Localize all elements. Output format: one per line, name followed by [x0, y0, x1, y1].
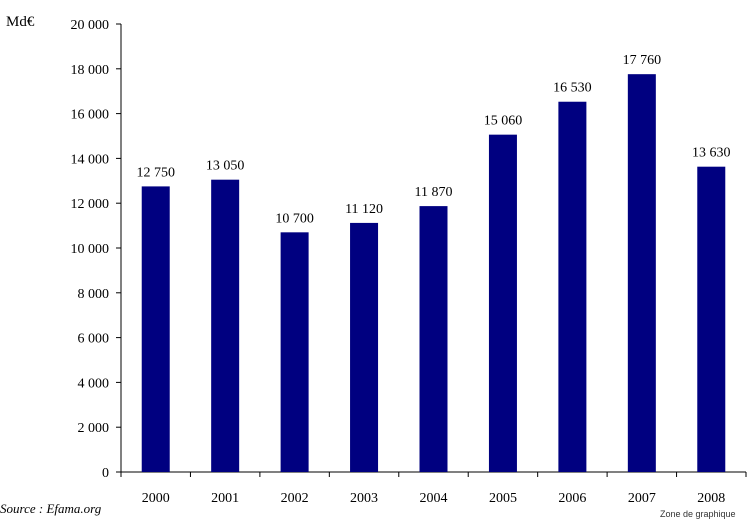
axes: 0 2 000 4 000 6 000 8 000 10 000 12 000 14 000 1…	[71, 18, 747, 506]
data-label: 15 060	[484, 114, 523, 129]
y-tick-label: 12 000	[71, 197, 110, 212]
y-tick-label: 4 000	[78, 376, 110, 391]
x-tick-label: 2006	[558, 491, 586, 506]
y-tick-label: 2 000	[78, 421, 110, 436]
bar-2002	[280, 232, 309, 472]
data-label: 17 760	[623, 53, 662, 68]
x-tick-label: 2008	[697, 491, 725, 506]
y-tick-label: 20 000	[71, 18, 110, 33]
bar-2000	[141, 186, 170, 472]
x-tick-label: 2005	[489, 491, 517, 506]
bar-2008	[697, 166, 726, 473]
data-label: 11 870	[415, 185, 453, 200]
y-tick-label: 14 000	[71, 152, 110, 167]
bar-2003	[350, 222, 379, 472]
data-label: 10 700	[275, 211, 314, 226]
data-label: 11 120	[345, 202, 383, 217]
y-tick-label: 6 000	[78, 332, 110, 347]
bar-2006	[558, 101, 587, 472]
x-tick-label: 2000	[142, 491, 170, 506]
bar-2007	[627, 74, 656, 473]
data-labels: 12 750 13 050 10 700 11 120 11 870 15 060 16 5…	[136, 53, 730, 226]
source-note: Source : Efama.org	[0, 501, 102, 516]
bar-2004	[419, 206, 448, 472]
y-tick-label: 10 000	[71, 242, 110, 257]
data-label: 13 630	[692, 146, 731, 161]
data-label: 16 530	[553, 81, 592, 96]
y-tick-label: 18 000	[71, 63, 110, 78]
bar-2005	[488, 134, 517, 472]
bar-2001	[211, 179, 240, 472]
data-label: 13 050	[206, 159, 245, 174]
bars	[141, 74, 726, 473]
x-tick-label: 2007	[628, 491, 656, 506]
x-tick-label: 2001	[211, 491, 239, 506]
data-label: 12 750	[136, 165, 175, 180]
y-tick-label: 0	[102, 466, 109, 481]
chart-area-tooltip: Zone de graphique	[660, 509, 736, 519]
x-tick-label: 2003	[350, 491, 378, 506]
y-tick-label: 16 000	[71, 108, 110, 123]
x-tick-label: 2002	[281, 491, 309, 506]
x-tick-label: 2004	[420, 491, 448, 506]
y-axis-unit-label: Md€	[6, 14, 35, 30]
y-tick-label: 8 000	[78, 287, 110, 302]
